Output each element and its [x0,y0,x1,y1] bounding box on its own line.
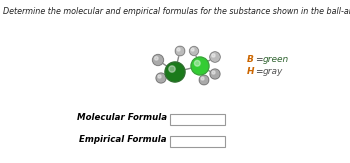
Circle shape [153,54,163,66]
Text: B: B [247,55,254,65]
Text: Molecular Formula: Molecular Formula [77,113,167,123]
Circle shape [199,75,209,85]
Circle shape [194,60,200,66]
Text: Empirical Formula: Empirical Formula [79,135,167,145]
Circle shape [210,69,220,79]
Circle shape [175,46,185,56]
Circle shape [212,54,215,57]
Text: Determine the molecular and empirical formulas for the substance shown in the ba: Determine the molecular and empirical fo… [3,7,350,16]
Circle shape [201,77,204,80]
Circle shape [165,62,185,82]
Text: green: green [263,55,289,65]
Text: =: = [255,55,262,65]
Circle shape [156,73,166,83]
Circle shape [155,57,158,60]
FancyBboxPatch shape [170,114,225,125]
Text: H: H [247,67,254,76]
Circle shape [189,46,198,55]
Text: gray: gray [263,67,284,76]
Circle shape [191,48,194,51]
Circle shape [169,66,175,72]
Circle shape [191,57,209,75]
Text: =: = [255,67,262,76]
Circle shape [212,71,215,74]
Circle shape [158,75,161,78]
FancyBboxPatch shape [170,136,225,147]
Circle shape [177,48,180,51]
Circle shape [210,52,220,62]
